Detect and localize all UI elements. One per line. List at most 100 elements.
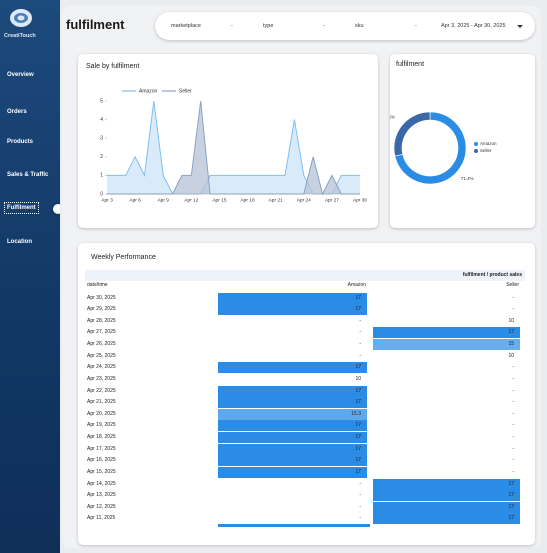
nav-item[interactable]: Products <box>7 139 34 145</box>
nav-item[interactable]: Fulfilment <box>4 202 39 214</box>
table-cell: - <box>359 515 361 522</box>
date-range[interactable]: Apr 3, 2025 - Apr 30, 2025 <box>441 23 506 29</box>
table-cell: Apr 17, 2025 <box>87 445 116 452</box>
legend-swatch <box>474 142 478 146</box>
table-cell: 10 <box>373 315 520 327</box>
table-cell: Apr 25, 2025 <box>87 352 116 359</box>
sidebar-toggle[interactable] <box>53 204 63 214</box>
x-tick-label: Apr 12 <box>184 197 198 203</box>
filter-value: - <box>323 23 325 29</box>
table-cell: 17 <box>373 327 520 339</box>
column-header[interactable]: date/time <box>87 282 108 288</box>
legend-swatch <box>474 149 478 153</box>
table-group-header: fulfilment / product sales <box>85 270 525 281</box>
table-cell: 17 <box>218 455 367 467</box>
data-label: 71.4% <box>461 176 474 181</box>
table-cell: 17 <box>218 432 367 444</box>
legend-label: Seller <box>480 148 492 153</box>
table-cell: Apr 13, 2025 <box>87 492 116 499</box>
donut-chart: fulfilment 71.4% 28.6% Amazon Seller <box>382 61 497 185</box>
data-label: 28.6% <box>390 114 395 119</box>
filter-label[interactable]: type <box>263 23 274 29</box>
x-tick-label: Apr 21 <box>269 197 283 203</box>
table-card: Weekly Performance fulfilment / product s… <box>78 243 535 545</box>
filter-label[interactable]: sku <box>355 23 364 29</box>
chart-card: Sale by fulfilment 0 1 2 3 4 5 Apr 3 Apr 6 Apr 9 A… <box>78 54 378 228</box>
table-cell: Apr 19, 2025 <box>87 422 116 429</box>
nav-item[interactable]: Sales & Traffic <box>7 172 49 178</box>
table-cell: - <box>512 422 514 429</box>
table-cell: Apr 18, 2025 <box>87 434 116 441</box>
area-chart: Sale by fulfilment 0 1 2 3 4 5 Apr 3 Apr 6 Apr 9 A… <box>86 63 367 203</box>
table-cell: 10 <box>218 373 367 385</box>
table-cell: 17 <box>218 362 367 374</box>
y-tick-label: 4 <box>100 117 103 123</box>
table-cell: Apr 27, 2025 <box>87 329 116 336</box>
table-cell: Apr 15, 2025 <box>87 468 116 475</box>
x-tick-label: Apr 27 <box>325 197 339 203</box>
arrow <box>517 25 523 28</box>
table-cell: 15.3 <box>218 408 367 420</box>
table-cell: 10 <box>373 350 520 362</box>
nav-item[interactable]: Overview <box>7 72 34 78</box>
scrollbar <box>218 524 370 527</box>
table-cell: 17 <box>218 385 367 397</box>
table-cell: Apr 28, 2025 <box>87 317 116 324</box>
table-cell: - <box>512 399 514 406</box>
x-tick-label: Apr 24 <box>297 197 311 203</box>
legend-label: Amazon <box>480 141 497 146</box>
table-cell: - <box>512 387 514 394</box>
filter-value: - <box>415 23 417 29</box>
table-cell: - <box>359 317 361 324</box>
y-tick-label: 0 <box>100 191 103 197</box>
table-cell: 17 <box>373 501 520 513</box>
area <box>107 101 360 194</box>
dropdown-arrow[interactable] <box>516 24 524 30</box>
nav-item[interactable]: Orders <box>7 109 27 115</box>
table-cell: 17 <box>218 420 367 432</box>
table-cell: Apr 11, 2025 <box>87 515 116 522</box>
y-tick-label: 1 <box>100 173 103 179</box>
x-tick-label: Apr 15 <box>212 197 226 203</box>
table-cell: 17 <box>218 443 367 455</box>
table-cell: - <box>512 294 514 301</box>
table-cell: - <box>512 434 514 441</box>
table-cell: 17 <box>373 478 520 490</box>
filter-bar: marketplace - type - sku - Apr 3, 2025 - Apr 3… <box>155 12 535 40</box>
logo-text: CreatiTouch <box>4 33 36 39</box>
y-tick-label: 5 <box>100 98 103 104</box>
table-cell: - <box>512 468 514 475</box>
table-cell: Apr 30, 2025 <box>87 294 116 301</box>
table-title: Weekly Performance <box>91 254 156 261</box>
chart-title: fulfilment <box>396 61 424 68</box>
table-cell: - <box>359 341 361 348</box>
donut-slice <box>393 111 431 157</box>
area <box>107 101 360 194</box>
chart-card: fulfilment 71.4% 28.6% Amazon Seller <box>382 54 535 228</box>
table-cell: - <box>512 457 514 464</box>
x-tick-label: Apr 3 <box>101 197 113 203</box>
column-header[interactable]: Amazon <box>347 282 366 288</box>
filter-value: - <box>231 23 233 29</box>
table-cell: Apr 21, 2025 <box>87 399 116 406</box>
x-tick-label: Apr 9 <box>157 197 169 203</box>
y-tick-label: 3 <box>100 136 103 142</box>
table-cell: - <box>359 503 361 510</box>
column-header[interactable]: Seller <box>506 282 519 288</box>
table-cell: - <box>359 352 361 359</box>
filter-label[interactable]: marketplace <box>171 23 201 29</box>
logo-icon <box>10 9 32 27</box>
table-cell: Apr 26, 2025 <box>87 341 116 348</box>
table-cell: - <box>512 445 514 452</box>
nav-item[interactable]: Location <box>7 239 32 245</box>
table-cell: 17 <box>373 513 520 525</box>
table-cell: Apr 29, 2025 <box>87 306 116 313</box>
table-cell: 17 <box>218 304 367 316</box>
table-cell: Apr 20, 2025 <box>87 410 116 417</box>
table-cell: - <box>359 329 361 336</box>
chart-title: Sale by fulfilment <box>86 63 139 70</box>
x-tick-label: Apr 30 <box>353 197 367 203</box>
y-tick-label: 2 <box>100 154 103 160</box>
legend-label: Amazon <box>139 88 158 94</box>
table-cell: Apr 16, 2025 <box>87 457 116 464</box>
